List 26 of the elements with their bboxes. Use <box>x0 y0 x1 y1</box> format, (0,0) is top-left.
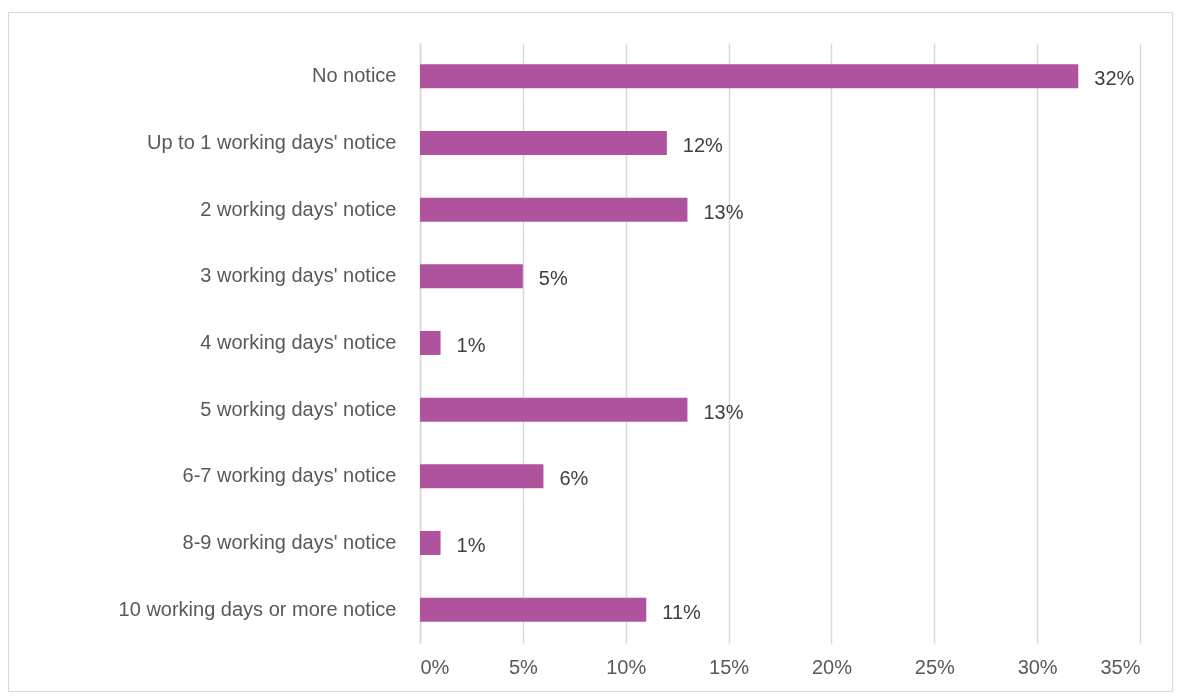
data-label: 13% <box>703 200 744 223</box>
x-tick-label: 20% <box>811 655 853 678</box>
y-tick-label: 8-9 working days' notice <box>182 531 397 553</box>
data-label: 1% <box>456 334 486 356</box>
data-label: 32% <box>1094 67 1135 90</box>
y-tick-label: 4 working days' notice <box>200 331 397 353</box>
data-label: 12% <box>682 134 724 156</box>
data-label: 5% <box>538 267 568 290</box>
y-tick-label: 2 working days' notice <box>200 197 397 220</box>
y-tick-label: 5 working days' notice <box>200 397 397 420</box>
data-label: 1% <box>456 534 486 556</box>
x-tick-label: 25% <box>914 655 956 678</box>
x-tick-label: 30% <box>1017 655 1058 678</box>
x-tick-label: 0% <box>420 655 450 678</box>
y-tick-label: No notice <box>312 64 397 87</box>
x-tick-label: 5% <box>508 655 539 678</box>
data-label: 6% <box>559 467 589 490</box>
x-tick-label: 10% <box>606 655 647 678</box>
data-label: 11% <box>662 600 702 623</box>
x-tick-label: 35% <box>1100 655 1141 678</box>
y-tick-label: 3 working days' notice <box>200 264 397 287</box>
y-tick-label: 10 working days or more notice <box>118 597 397 620</box>
x-tick-label: 15% <box>709 655 750 678</box>
data-label: 13% <box>703 400 744 423</box>
y-tick-label: 6-7 working days' notice <box>182 464 397 487</box>
y-tick-label: Up to 1 working days' notice <box>146 131 397 153</box>
